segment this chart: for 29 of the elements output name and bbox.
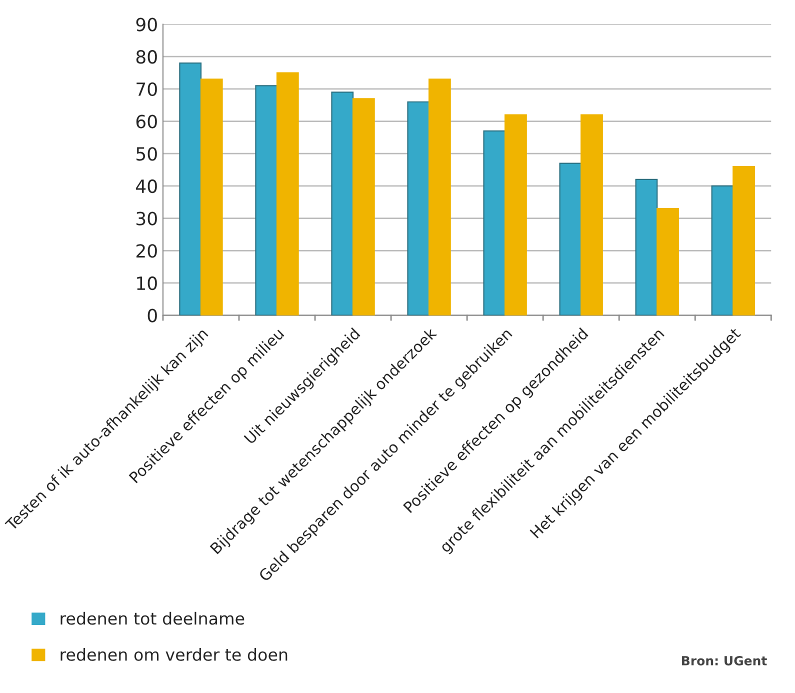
- bar: [580, 114, 603, 316]
- bar: [276, 72, 299, 316]
- bar: [711, 185, 734, 316]
- bar: [483, 130, 506, 316]
- y-tick-label: 30: [136, 212, 157, 226]
- bar: [179, 62, 202, 316]
- bar: [331, 92, 354, 316]
- bar: [559, 162, 582, 316]
- bar: [255, 85, 278, 316]
- bar: [352, 98, 375, 316]
- y-tick-label: 60: [136, 114, 157, 128]
- legend-label: redenen tot deelname: [60, 612, 244, 625]
- text: Bron: UGent: [682, 656, 767, 666]
- y-tick-label: 90: [136, 18, 157, 32]
- y-tick-label: 70: [136, 82, 157, 96]
- y-tick-label: 10: [137, 276, 157, 290]
- y-tick-label: 40: [136, 179, 157, 194]
- bar: [200, 78, 223, 316]
- y-tick-label: 0: [148, 308, 157, 322]
- bar: [635, 178, 658, 316]
- bar: [656, 208, 679, 316]
- bar: [504, 114, 527, 316]
- bar: [407, 101, 430, 316]
- bar: [428, 78, 451, 316]
- y-tick-label: 50: [136, 147, 157, 161]
- y-tick-label: 80: [136, 50, 157, 64]
- y-tick-label: 20: [136, 244, 157, 258]
- legend-label: redenen om verder te doen: [60, 648, 288, 661]
- bar: [732, 166, 755, 316]
